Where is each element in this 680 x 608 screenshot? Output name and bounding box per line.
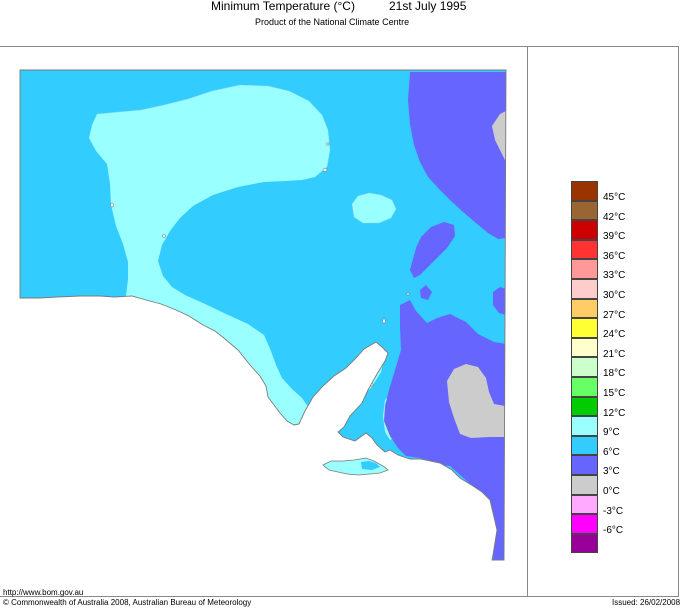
legend-item: 27°C [571, 298, 661, 321]
legend-swatch [571, 475, 598, 495]
legend-item: 39°C [571, 220, 661, 243]
legend-label: 30°C [603, 290, 626, 301]
legend-label: 42°C [603, 211, 626, 223]
legend-item: 30°C [571, 279, 661, 301]
legend-swatch [571, 298, 598, 319]
legend-item: 42°C [571, 200, 661, 223]
issued-date: Issued: 26/02/2008 [612, 598, 680, 607]
legend-label: -6°C [603, 525, 624, 537]
legend-swatch [571, 357, 598, 377]
temperature-map [19, 69, 507, 561]
source-url[interactable]: http://www.bom.gov.au [3, 588, 84, 597]
legend-swatch [571, 239, 598, 260]
zone-3c-southeast [384, 300, 506, 560]
legend-label: 39°C [603, 231, 626, 243]
legend-swatch [571, 337, 598, 358]
temperature-legend: 45°C 42°C 39°C 36°C 33°C 30°C 27°C 24°C 21°C 18°C… [571, 181, 661, 554]
legend-item: 33°C [571, 259, 661, 282]
legend-swatch [571, 259, 598, 279]
temperature-map-panel [0, 46, 528, 597]
kangaroo-island [322, 457, 389, 476]
zone-3c-small [420, 285, 432, 300]
legend-swatch [571, 396, 598, 417]
zone-9c-island [352, 193, 396, 223]
legend-item: 3°C [571, 455, 661, 478]
legend-item: 36°C [571, 239, 661, 262]
legend-label: 3°C [603, 466, 620, 478]
legend-item: -6°C [571, 514, 661, 537]
legend-item: -3°C [571, 494, 661, 517]
zone-0c-northeast [492, 111, 506, 162]
legend-label: 9°C [603, 427, 620, 439]
zone-3c-island [410, 222, 455, 278]
legend-swatch [571, 200, 598, 221]
legend-item [571, 533, 661, 554]
legend-swatch [571, 181, 598, 201]
map-date: 21st July 1995 [389, 0, 467, 13]
legend-swatch [571, 435, 598, 456]
legend-swatch [571, 318, 598, 338]
map-subtitle: Product of the National Climate Centre [255, 17, 410, 27]
legend-label: 36°C [603, 250, 626, 262]
legend-swatch [571, 377, 598, 397]
legend-swatch [571, 494, 598, 515]
legend-label: 33°C [603, 270, 626, 282]
legend-label: 15°C [603, 388, 626, 399]
legend-item: 15°C [571, 377, 661, 399]
legend-label: 24°C [603, 329, 626, 341]
small-lakes [110, 142, 410, 387]
zone-0c-southeast [447, 364, 506, 438]
legend-swatch [571, 533, 598, 554]
legend-swatch [571, 514, 598, 534]
legend-item: 0°C [571, 475, 661, 497]
legend-item: 45°C [571, 181, 661, 203]
temperature-zones [20, 70, 506, 560]
map-title: Minimum Temperature (°C) [211, 0, 355, 13]
legend-label: 45°C [603, 192, 626, 203]
legend-item: 12°C [571, 396, 661, 419]
map-header: Minimum Temperature (°C) 21st July 1995 … [0, 0, 680, 46]
legend-label: 18°C [603, 368, 626, 380]
legend-label: 27°C [603, 309, 626, 321]
legend-label: 0°C [603, 486, 620, 497]
map-frame [0, 46, 679, 597]
legend-swatch [571, 279, 598, 299]
state-outline [19, 69, 507, 561]
legend-item: 24°C [571, 318, 661, 341]
legend-item: 21°C [571, 337, 661, 360]
copyright-notice: © Commonwealth of Australia 2008, Austra… [3, 598, 252, 607]
legend-label: -3°C [603, 505, 624, 517]
zone-3c-east [408, 72, 506, 239]
legend-item: 6°C [571, 435, 661, 458]
zone-9c-west [89, 85, 330, 433]
legend-swatch [571, 220, 598, 240]
zone-3c-sliver [493, 287, 506, 315]
legend-swatch [571, 455, 598, 475]
legend-item: 9°C [571, 416, 661, 439]
legend-swatch [571, 416, 598, 436]
legend-label: 6°C [603, 446, 620, 458]
legend-item: 18°C [571, 357, 661, 380]
legend-label: 12°C [603, 407, 626, 419]
legend-label: 21°C [603, 348, 626, 360]
